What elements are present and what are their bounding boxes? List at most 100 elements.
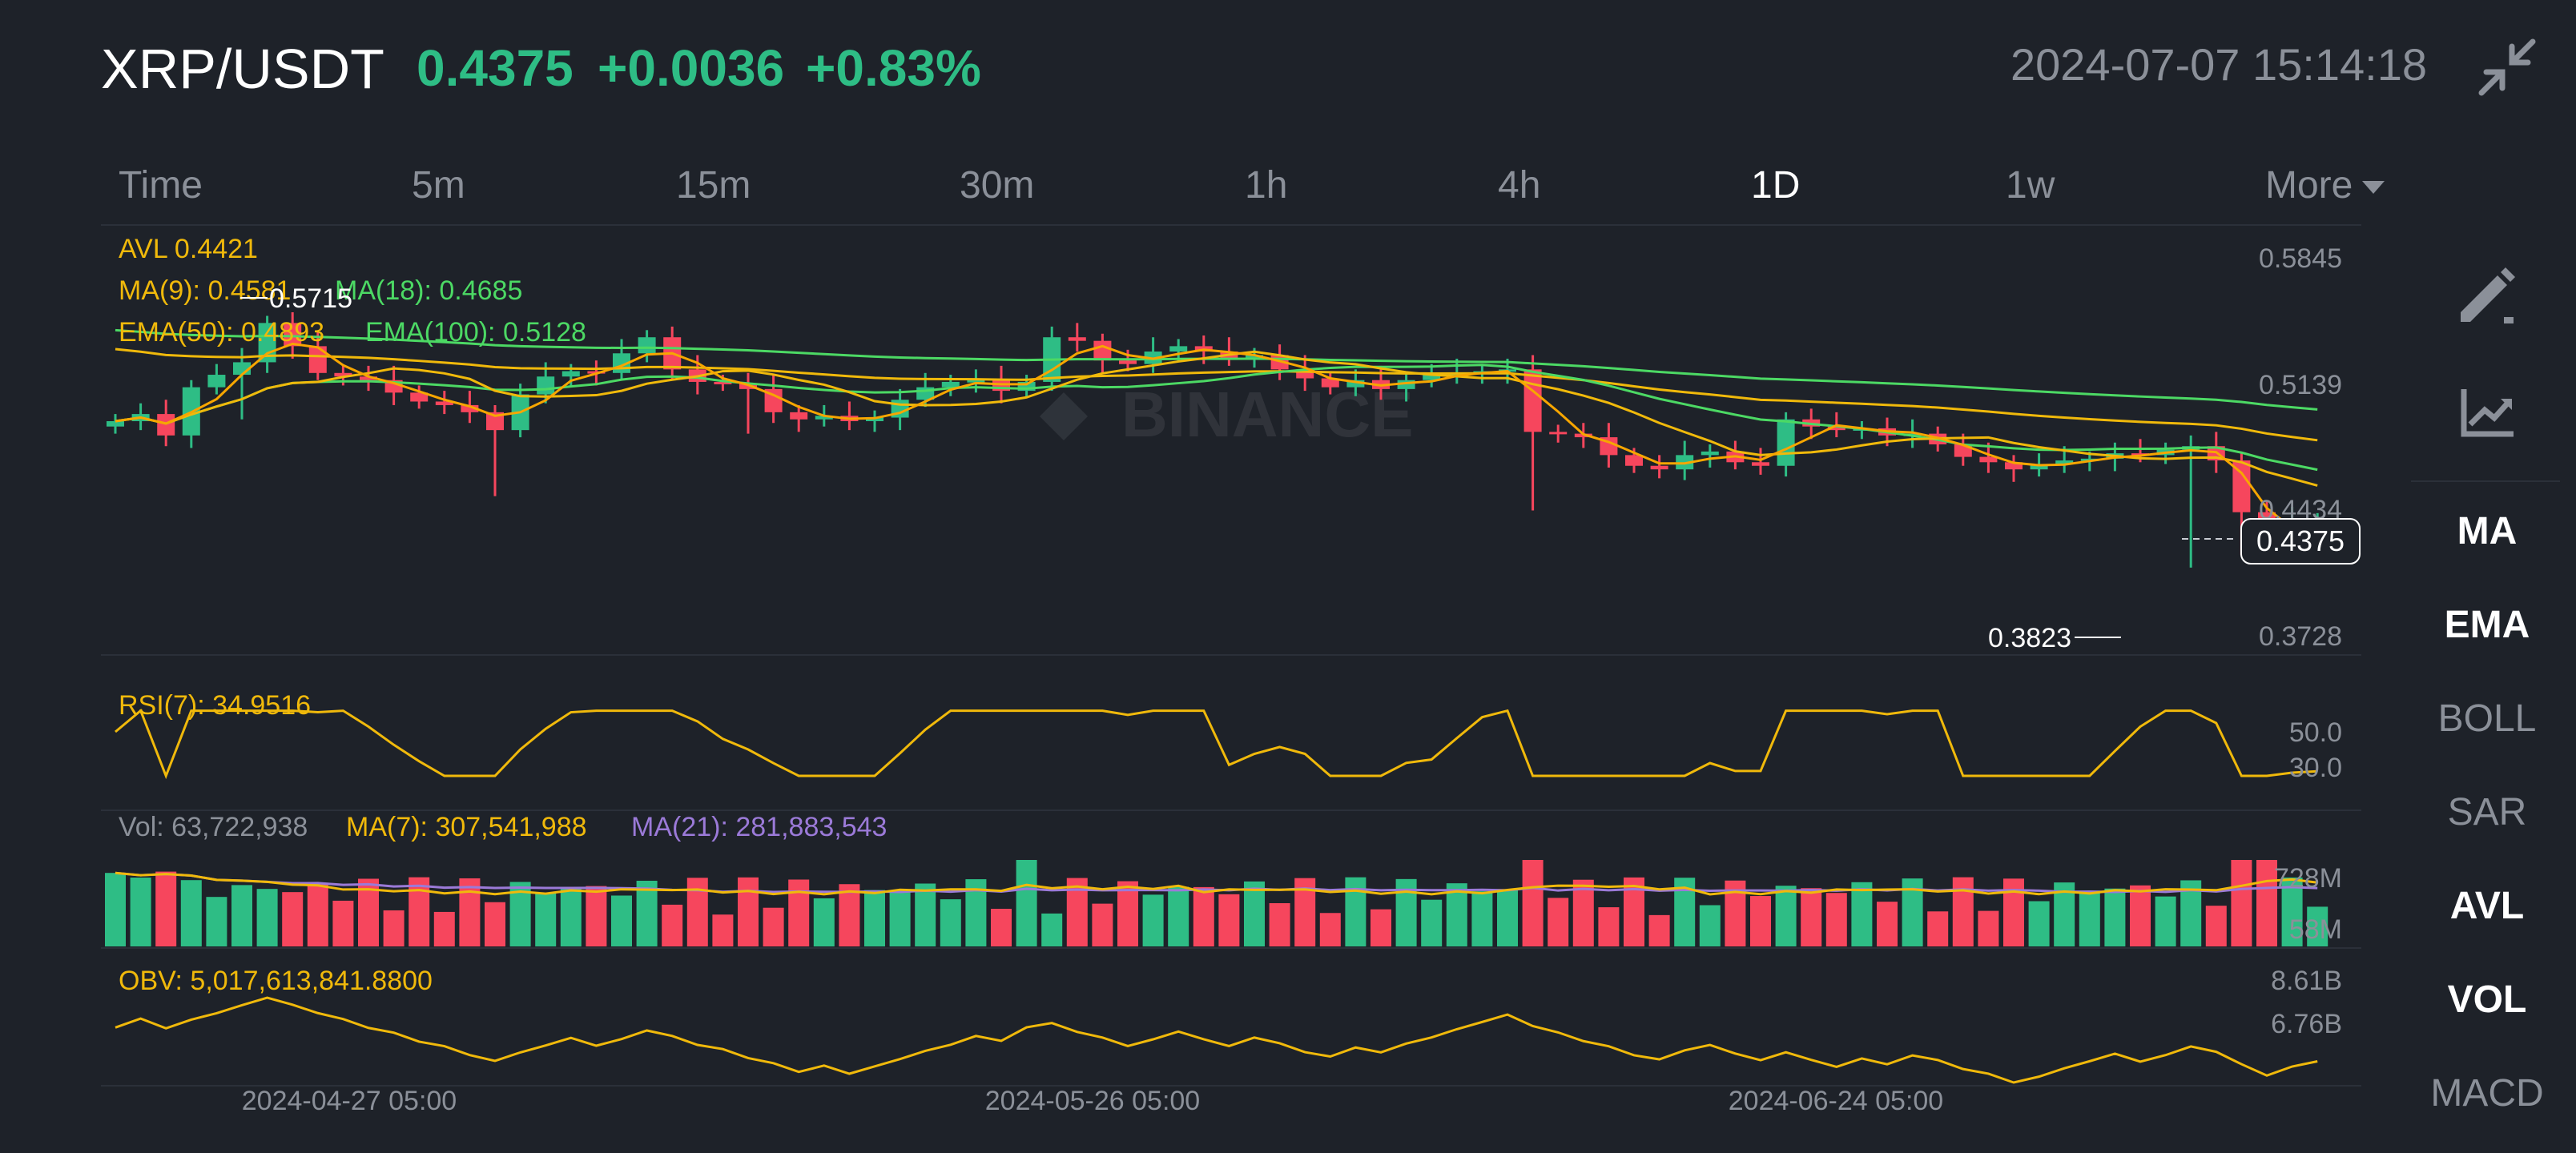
tab-1h[interactable]: 1h xyxy=(1245,164,1288,207)
tab-more[interactable]: More xyxy=(2265,163,2385,207)
candle-body xyxy=(435,401,453,405)
timestamp: 2024-07-07 15:14:18 xyxy=(2010,39,2427,90)
volume-bar xyxy=(1598,907,1620,946)
moving-average-lines xyxy=(115,328,2318,532)
volume-bar xyxy=(1041,913,1063,946)
volume-bar xyxy=(2307,906,2328,946)
price-axis-label: 0.5845 xyxy=(2259,243,2342,274)
volume-bar xyxy=(1851,882,1873,946)
volume-bar xyxy=(433,911,455,946)
indicator-sar[interactable]: SAR xyxy=(2447,791,2527,834)
candle-body xyxy=(1321,378,1339,388)
ema100-legend: EMA(100): 0.5128 xyxy=(365,317,586,348)
tab-1d[interactable]: 1D xyxy=(1751,164,1801,207)
avl-legend: AVL 0.4421 xyxy=(119,234,258,264)
indicator-vol[interactable]: VOL xyxy=(2447,978,2527,1021)
candle-body xyxy=(967,380,985,383)
candle-body xyxy=(308,346,327,373)
candle-body xyxy=(461,404,479,412)
volume-bar xyxy=(1497,890,1518,946)
indicator-avl[interactable]: AVL xyxy=(2449,885,2525,927)
candle-body xyxy=(2005,462,2023,470)
timeframe-tabs: Time 5m 15m 30m 1h 4h 1D 1w More xyxy=(0,152,2403,224)
volume-bar xyxy=(105,873,126,946)
tab-time[interactable]: Time xyxy=(119,164,203,207)
volume-axis-label: 58M xyxy=(2289,914,2342,945)
candle-body xyxy=(1346,380,1365,388)
candle-body xyxy=(714,381,732,384)
volume-bar xyxy=(2231,860,2252,946)
volume-bar xyxy=(915,883,936,946)
volume-bar xyxy=(2205,906,2227,946)
volume-bar xyxy=(2155,896,2176,946)
volume-bar xyxy=(1699,905,1721,946)
price-axis-label: 0.3728 xyxy=(2259,621,2342,652)
volume-axis-label: 728M xyxy=(2274,863,2342,894)
volume-bar xyxy=(1952,877,1974,946)
volume-bar xyxy=(788,879,810,946)
indicator-macd[interactable]: MACD xyxy=(2430,1072,2544,1115)
volume-bar xyxy=(1244,881,1265,946)
volume-bar xyxy=(889,890,911,946)
watermark-text: BINANCE xyxy=(1121,379,1413,450)
obv-axis-label: 8.61B xyxy=(2271,966,2342,996)
volume-bar xyxy=(662,904,683,946)
volume-bar xyxy=(535,893,557,946)
volume-bar xyxy=(738,877,759,946)
indicator-ma[interactable]: MA xyxy=(2457,510,2518,552)
candle-body xyxy=(107,421,124,427)
volume-bar xyxy=(940,899,961,946)
candle-body xyxy=(1119,360,1137,364)
volume-bar xyxy=(231,885,252,946)
volume-bar xyxy=(1117,881,1138,946)
candle-body xyxy=(1625,455,1643,466)
volume-ma21-line xyxy=(115,871,2318,894)
candle-body xyxy=(1296,369,1314,379)
obv-axis-label: 6.76B xyxy=(2271,1009,2342,1039)
tab-30m[interactable]: 30m xyxy=(960,164,1035,207)
chart-line-icon[interactable] xyxy=(2456,381,2520,445)
candle-body xyxy=(537,376,555,395)
volume-bar xyxy=(256,889,278,946)
volume-bar xyxy=(1269,903,1290,946)
candle-body xyxy=(638,337,656,354)
price-change: +0.0036 xyxy=(598,39,785,97)
price-chart[interactable]: BINANCE AVL 0.4421 MA(9): 0.4581 MA(18):… xyxy=(0,226,2403,1153)
indicator-ema[interactable]: EMA xyxy=(2444,604,2530,646)
pencil-icon[interactable] xyxy=(2451,259,2523,331)
candle-body xyxy=(284,323,302,347)
volume-bar xyxy=(307,882,328,946)
pair-title[interactable]: XRP/USDT xyxy=(101,38,384,100)
candle-body xyxy=(1169,346,1188,352)
volume-bar xyxy=(383,910,405,946)
candle-body xyxy=(739,384,757,389)
candle-body xyxy=(1017,381,1036,392)
tab-15m[interactable]: 15m xyxy=(676,164,751,207)
candle-body xyxy=(1701,451,1719,456)
toolbar-divider xyxy=(2411,480,2560,482)
volume-bar xyxy=(206,897,227,946)
volume-bar xyxy=(2104,888,2126,946)
rsi-axis-label: 30.0 xyxy=(2289,753,2342,783)
volume-bar xyxy=(2256,860,2277,946)
volume-bar xyxy=(813,898,835,946)
volume-bar xyxy=(1168,886,1189,946)
tab-5m[interactable]: 5m xyxy=(412,164,465,207)
binance-watermark: BINANCE xyxy=(1040,379,1413,450)
tab-4h[interactable]: 4h xyxy=(1498,164,1541,207)
candle-body xyxy=(941,381,960,388)
volume-bar xyxy=(332,900,354,946)
volume-bar xyxy=(1016,860,1037,946)
ma9-line xyxy=(115,350,2318,487)
tab-more-label: More xyxy=(2265,164,2353,207)
volume-bar xyxy=(2281,877,2303,946)
tab-1w[interactable]: 1w xyxy=(2006,164,2055,207)
current-price-tag xyxy=(2240,518,2361,564)
volume-bar xyxy=(180,880,202,946)
volume-bar xyxy=(130,878,151,946)
high-price-label: 0.5715 xyxy=(269,283,352,314)
rsi-line-path xyxy=(115,709,2318,780)
collapse-icon[interactable] xyxy=(2475,35,2539,99)
indicator-boll[interactable]: BOLL xyxy=(2437,697,2537,740)
price-change-percent: +0.83% xyxy=(806,39,981,97)
